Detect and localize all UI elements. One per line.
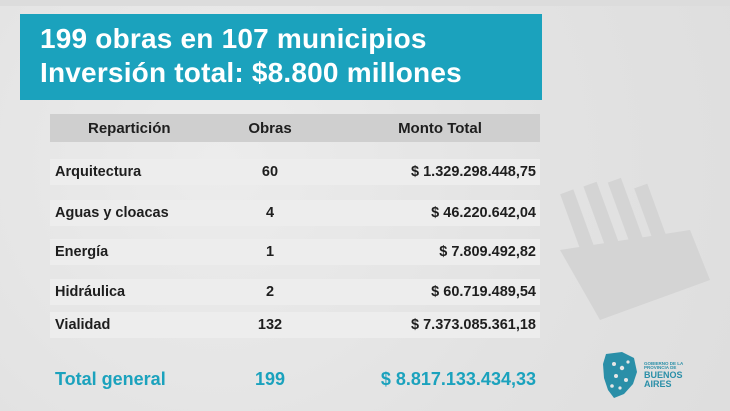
total-monto: $ 8.817.133.434,33 <box>380 368 536 389</box>
title-banner: 199 obras en 107 municipios Inversión to… <box>20 14 542 100</box>
logo-line-4: AIRES <box>644 378 672 389</box>
cell-monto: $ 60.719.489,54 <box>431 284 536 300</box>
province-map-icon <box>603 352 637 398</box>
cell-reparticion: Aguas y cloacas <box>55 205 169 221</box>
cell-monto: $ 1.329.298.448,75 <box>411 164 536 180</box>
title-line-2: Inversión total: $8.800 millones <box>40 57 462 88</box>
column-header-monto: Monto Total <box>398 119 482 137</box>
column-header-reparticion: Repartición <box>88 119 171 137</box>
total-label: Total general <box>55 368 166 389</box>
cell-monto: $ 7.809.492,82 <box>439 244 536 260</box>
summary-table: Repartición Obras Monto Total Arquitectu… <box>50 114 540 389</box>
logo-line-2: PROVINCIA DE <box>644 365 677 370</box>
cell-reparticion: Energía <box>55 244 109 260</box>
cell-monto: $ 7.373.085.361,18 <box>411 317 536 333</box>
total-obras: 199 <box>254 368 286 389</box>
table-total-row: Total general 199 $ 8.817.133.434,33 <box>50 364 540 394</box>
table-row: Arquitectura 60 $ 1.329.298.448,75 <box>50 159 540 185</box>
table-row: Vialidad 132 $ 7.373.085.361,18 <box>50 312 540 338</box>
cell-obras: 4 <box>265 205 275 221</box>
decorative-hand-graphic <box>560 177 710 320</box>
provincia-buenos-aires-logo: GOBIERNO DE LA PROVINCIA DE BUENOS AIRES <box>600 350 710 400</box>
cell-obras: 2 <box>265 284 275 300</box>
cell-obras: 1 <box>265 244 275 260</box>
cell-reparticion: Arquitectura <box>55 164 142 180</box>
logo-text: GOBIERNO DE LA PROVINCIA DE BUENOS AIRES <box>644 360 684 389</box>
logo-line-3: BUENOS <box>644 369 683 380</box>
title-line-1: 199 obras en 107 municipios <box>40 23 427 54</box>
column-header-obras: Obras <box>248 119 292 137</box>
logo-line-1: GOBIERNO DE LA <box>644 360 684 366</box>
table-row: Energía 1 $ 7.809.492,82 <box>50 239 540 265</box>
cell-obras: 132 <box>257 317 283 333</box>
table-row: Hidráulica 2 $ 60.719.489,54 <box>50 279 540 305</box>
cell-reparticion: Hidráulica <box>55 284 126 300</box>
cell-monto: $ 46.220.642,04 <box>431 205 536 221</box>
table-header-row: Repartición Obras Monto Total <box>50 114 540 142</box>
table-row: Aguas y cloacas 4 $ 46.220.642,04 <box>50 200 540 226</box>
cell-reparticion: Vialidad <box>55 317 111 333</box>
cell-obras: 60 <box>261 164 279 180</box>
top-strip <box>0 0 730 6</box>
